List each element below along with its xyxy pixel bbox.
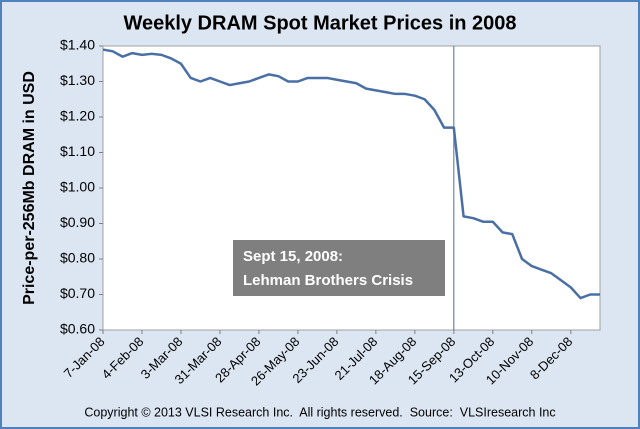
y-tick-label: $1.10 [60, 143, 95, 159]
chart-title: Weekly DRAM Spot Market Prices in 2008 [123, 12, 516, 34]
y-axis-title: Price-per-256Mb DRAM in USD [21, 71, 38, 305]
y-tick-label: $1.20 [60, 108, 95, 124]
annotation-box [233, 240, 445, 296]
y-tick-label: $0.90 [60, 214, 95, 230]
y-tick-label: $1.30 [60, 72, 95, 88]
y-tick-label: $0.80 [60, 250, 95, 266]
annotation-text: Lehman Brothers Crisis [243, 272, 413, 289]
data-line [102, 48, 600, 300]
annotation-text: Sept 15, 2008: [243, 248, 343, 265]
footer: Copyright © 2013 VLSI Research Inc. All … [84, 405, 555, 419]
y-tick-label: $0.60 [60, 321, 95, 337]
y-tick-label: $1.00 [60, 179, 95, 195]
y-tick-label: $0.70 [60, 285, 95, 301]
y-tick-label: $1.40 [60, 37, 95, 53]
